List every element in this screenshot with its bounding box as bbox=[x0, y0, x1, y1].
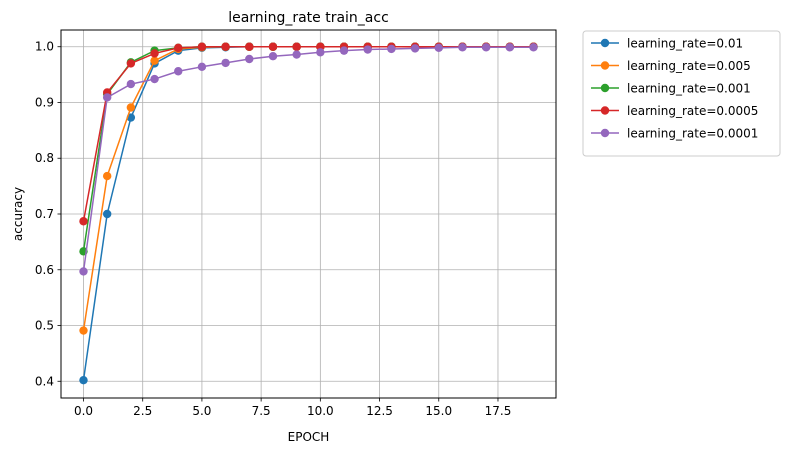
data-point bbox=[174, 43, 183, 53]
data-point bbox=[102, 209, 112, 219]
x-tick-label: 7.5 bbox=[252, 404, 271, 418]
legend-marker bbox=[600, 83, 610, 93]
x-tick-label: 17.5 bbox=[485, 404, 512, 418]
x-tick-label: 10.0 bbox=[307, 404, 334, 418]
series-layer bbox=[79, 42, 538, 385]
x-tick-label: 0.0 bbox=[74, 404, 93, 418]
legend-item: learning_rate=0.01 bbox=[591, 37, 743, 51]
data-point bbox=[458, 43, 467, 52]
data-point bbox=[150, 74, 159, 84]
data-point bbox=[174, 67, 183, 76]
series-4 bbox=[79, 43, 538, 276]
data-point bbox=[387, 44, 396, 54]
data-point bbox=[79, 267, 88, 276]
data-point bbox=[268, 42, 278, 51]
x-tick-label: 12.5 bbox=[366, 404, 393, 418]
data-point bbox=[126, 103, 136, 112]
legend-label: learning_rate=0.001 bbox=[627, 82, 751, 96]
legend-label: learning_rate=0.0001 bbox=[627, 127, 758, 141]
y-tick-label: 1.0 bbox=[35, 40, 54, 54]
legend-marker bbox=[600, 61, 610, 70]
ticks: 0.0 2.5 5.0 7.5 10.0 12.5 15.0 17.5 0.4 0.5 0.6 0.7… bbox=[35, 40, 511, 418]
data-point bbox=[292, 50, 301, 59]
x-tick-label: 5.0 bbox=[192, 404, 211, 418]
data-point bbox=[197, 62, 207, 71]
data-point bbox=[363, 45, 372, 54]
data-point bbox=[268, 52, 278, 61]
data-point bbox=[410, 44, 420, 53]
data-point bbox=[245, 42, 254, 51]
data-point bbox=[79, 217, 88, 226]
data-point bbox=[79, 375, 88, 385]
data-point bbox=[339, 46, 349, 55]
data-point bbox=[126, 79, 136, 89]
legend-marker bbox=[600, 38, 610, 48]
data-point bbox=[102, 171, 112, 181]
y-tick-label: 0.7 bbox=[35, 207, 54, 221]
legend-box bbox=[582, 30, 781, 157]
legend: learning_rate=0.01 learning_rate=0.005lea… bbox=[582, 30, 781, 157]
data-point bbox=[434, 43, 443, 53]
data-point bbox=[221, 42, 230, 51]
legend-label: learning_rate=0.0005 bbox=[627, 104, 758, 118]
legend-marker bbox=[600, 128, 610, 138]
data-point bbox=[197, 42, 207, 51]
data-point bbox=[102, 93, 112, 102]
legend-item: learning_rate=0.0005 bbox=[591, 104, 758, 118]
legend-label: learning_rate=0.005 bbox=[627, 59, 751, 73]
chart-title: learning_rate train_acc bbox=[228, 10, 389, 26]
x-tick-label: 2.5 bbox=[133, 404, 152, 418]
data-point bbox=[150, 56, 159, 65]
data-point bbox=[245, 54, 254, 64]
x-tick-label: 15.0 bbox=[425, 404, 452, 418]
data-point bbox=[79, 326, 88, 335]
legend-label: learning_rate=0.01 bbox=[627, 37, 743, 51]
y-tick-label: 0.9 bbox=[35, 95, 54, 109]
legend-item: learning_rate=0.005 bbox=[591, 59, 751, 73]
data-point bbox=[292, 42, 301, 51]
y-tick-label: 0.8 bbox=[35, 151, 54, 165]
data-point bbox=[529, 43, 538, 52]
data-point bbox=[505, 43, 515, 52]
data-point bbox=[221, 58, 230, 68]
data-point bbox=[126, 59, 136, 68]
y-axis-label: accuracy bbox=[11, 187, 25, 241]
legend-item: learning_rate=0.001 bbox=[591, 82, 751, 96]
legend-item: learning_rate=0.0001 bbox=[591, 127, 758, 141]
y-tick-label: 0.6 bbox=[35, 263, 54, 277]
data-point bbox=[150, 49, 159, 58]
y-tick-label: 0.5 bbox=[35, 319, 54, 333]
x-axis-label: EPOCH bbox=[288, 430, 330, 444]
data-point bbox=[481, 43, 491, 52]
data-point bbox=[316, 48, 325, 57]
y-tick-label: 0.4 bbox=[35, 374, 54, 388]
legend-marker bbox=[600, 106, 610, 115]
